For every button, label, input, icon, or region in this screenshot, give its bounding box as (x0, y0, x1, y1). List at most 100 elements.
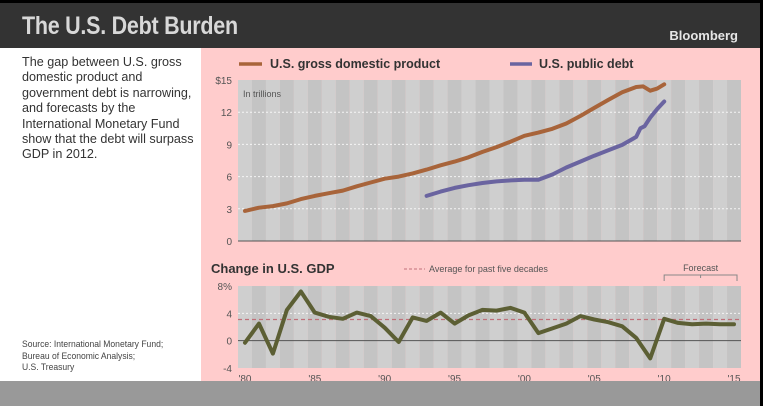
year-stripe (699, 286, 714, 368)
year-stripe (391, 286, 406, 368)
year-stripe (335, 286, 350, 368)
year-stripe (503, 80, 518, 241)
y-tick-label: 9 (226, 140, 232, 151)
footer-bar (0, 381, 760, 406)
source-line: Bureau of Economic Analysis; (22, 350, 136, 361)
series-line-u-s-public-debt (424, 99, 667, 198)
bottom-chart: Change in U.S. GDP Average for past five… (211, 261, 741, 381)
year-stripe (265, 286, 280, 368)
x-tick-label: '90 (378, 374, 391, 381)
year-stripe (699, 80, 714, 241)
year-stripe (671, 80, 686, 241)
year-stripe (657, 80, 672, 241)
x-tick-label: '05 (588, 374, 601, 381)
bottom-chart-title: Change in U.S. GDP (211, 261, 335, 276)
year-stripe (475, 286, 490, 368)
sidebar: The gap between U.S. gross domestic prod… (0, 48, 201, 381)
source-line: U.S. Treasury (22, 362, 75, 372)
year-stripe (629, 286, 644, 368)
year-stripe (643, 80, 658, 241)
year-stripe (489, 80, 504, 241)
year-stripe (461, 80, 476, 241)
year-stripe (559, 80, 574, 241)
year-stripe (321, 80, 336, 241)
year-stripe (307, 80, 322, 241)
x-tick-label: '00 (518, 374, 531, 381)
series-line-change-in-u-s-gdp (243, 289, 736, 361)
year-stripe (545, 80, 560, 241)
year-stripe (238, 80, 252, 241)
y-tick-label: 0 (226, 337, 232, 348)
year-stripe (713, 286, 728, 368)
year-stripe (601, 286, 616, 368)
legend: U.S. gross domestic product U.S. public … (239, 57, 634, 71)
year-stripe (349, 286, 364, 368)
year-stripe (419, 80, 434, 241)
year-stripe (238, 286, 252, 368)
year-stripe (391, 80, 406, 241)
year-stripe (531, 286, 546, 368)
page-title: The U.S. Debt Burden (22, 12, 238, 40)
source-line: Source: International Monetary Fund; (22, 339, 164, 349)
year-stripe (685, 286, 700, 368)
year-stripe (293, 80, 308, 241)
year-stripe (685, 80, 700, 241)
forecast-label: Forecast (683, 263, 719, 273)
top-chart: 0 3 6 9 12 $15 In trillions (215, 76, 741, 248)
year-stripe (419, 286, 434, 368)
legend-label-debt: U.S. public debt (539, 57, 634, 71)
year-stripe (517, 286, 532, 368)
y-tick-label: 4 (226, 309, 232, 320)
year-stripe (279, 80, 294, 241)
header-bar: The U.S. Debt Burden Bloomberg (0, 3, 760, 48)
year-stripe (573, 286, 588, 368)
year-stripe (475, 80, 490, 241)
year-stripe (727, 80, 741, 241)
y-tick-label: 8% (218, 282, 233, 293)
legend-label-gdp: U.S. gross domestic product (270, 57, 441, 71)
year-stripe (433, 286, 448, 368)
average-legend-label: Average for past five decades (429, 264, 548, 274)
x-tick-label: '80 (238, 374, 251, 381)
y-tick-label: 0 (226, 237, 232, 248)
year-stripe (335, 80, 350, 241)
year-stripe (251, 80, 266, 241)
year-stripe (671, 286, 686, 368)
year-stripe (587, 286, 602, 368)
year-stripe (405, 286, 420, 368)
year-stripe (265, 80, 280, 241)
year-stripe (461, 286, 476, 368)
year-stripe (363, 286, 378, 368)
year-stripe (447, 286, 462, 368)
year-stripe (629, 80, 644, 241)
year-stripe (559, 286, 574, 368)
y-tick-label: $15 (215, 76, 232, 87)
year-stripe (517, 80, 532, 241)
year-stripe (321, 286, 336, 368)
year-stripe (433, 80, 448, 241)
x-tick-label: '85 (308, 374, 321, 381)
year-stripe (363, 80, 378, 241)
year-stripe (713, 80, 728, 241)
y-tick-label: -4 (223, 364, 232, 375)
y-tick-label: 3 (226, 205, 232, 216)
year-stripe (657, 286, 672, 368)
y-tick-label: 12 (221, 108, 233, 119)
x-tick-label: '10 (658, 374, 671, 381)
year-stripe (615, 80, 630, 241)
forecast-bracket (663, 274, 738, 281)
brand-logo: Bloomberg (669, 28, 738, 43)
year-stripe (377, 80, 392, 241)
year-stripe (293, 286, 308, 368)
year-stripe (503, 286, 518, 368)
year-stripe (531, 80, 546, 241)
source-note: Source: International Monetary Fund; Bur… (22, 339, 188, 374)
year-stripe (405, 80, 420, 241)
year-stripe (307, 286, 322, 368)
year-stripe (349, 80, 364, 241)
series-line-u-s-gross-domestic-product (243, 82, 667, 213)
x-tick-label: '95 (448, 374, 461, 381)
year-stripe (727, 286, 741, 368)
description-text: The gap between U.S. gross domestic prod… (22, 55, 194, 162)
x-tick-label: '15 (727, 374, 740, 381)
